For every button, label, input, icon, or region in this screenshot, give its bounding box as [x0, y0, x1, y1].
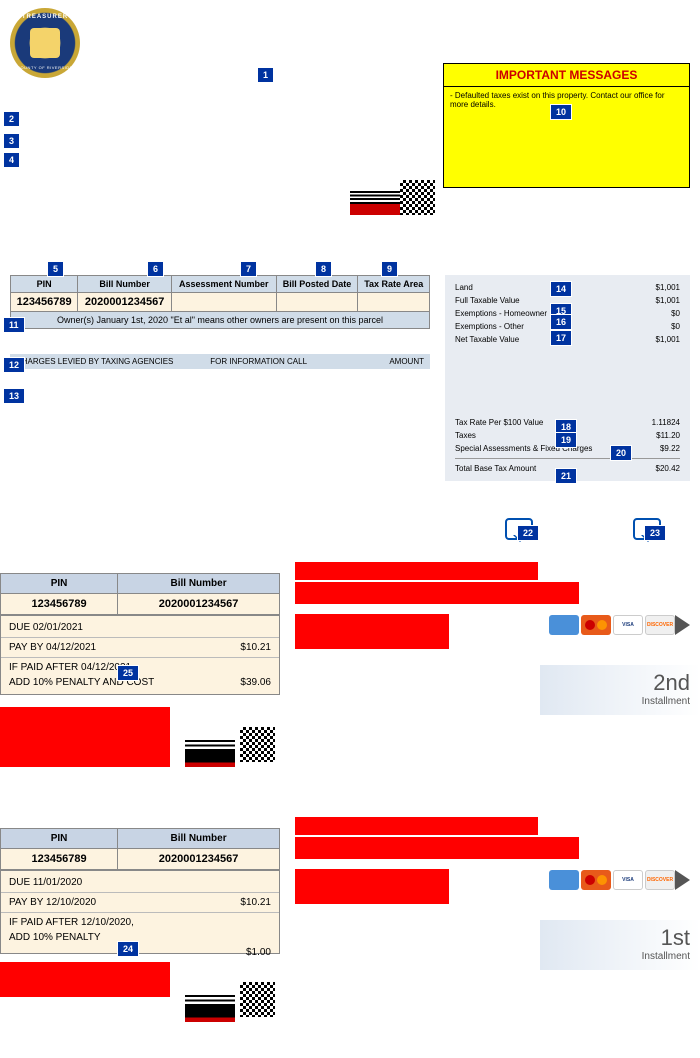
stub-penalty-2: ADD 10% PENALTY — [9, 932, 101, 943]
qr-code — [400, 180, 435, 215]
installment-number: 1st — [642, 925, 690, 951]
stub-payby: PAY BY 12/10/2020 — [9, 897, 96, 908]
detach-note — [0, 815, 280, 824]
callout-badge-5: 5 — [47, 261, 64, 277]
barcode-strip — [185, 977, 235, 1022]
callout-badge-23: 23 — [644, 525, 666, 541]
col-assess: Assessment Number — [171, 276, 276, 293]
val-assess — [171, 293, 276, 312]
callout-badge-8: 8 — [315, 261, 332, 277]
callout-badge-7: 7 — [240, 261, 257, 277]
callout-badge-22: 22 — [517, 525, 539, 541]
callout-badge-11: 11 — [3, 317, 25, 333]
card-visa-icon: VISA — [613, 870, 643, 890]
callout-badge-13: 13 — [3, 388, 25, 404]
stub-detail: DUE 02/01/2021 PAY BY 04/12/2021 $10.21 I… — [0, 615, 280, 695]
stub-payby: PAY BY 04/12/2021 — [9, 642, 96, 653]
card-discover-icon: DISCOVER — [645, 870, 675, 890]
important-messages-title: IMPORTANT MESSAGES — [444, 64, 689, 87]
installment-number: 2nd — [642, 670, 690, 696]
val-posted — [276, 293, 358, 312]
stub-pin: 123456789 — [1, 849, 118, 870]
stub-table: PINBill Number 1234567892020001234567 — [0, 573, 280, 615]
stub-penalty-1: IF PAID AFTER 04/12/2021, — [9, 660, 271, 675]
val-bill: 2020001234567 — [78, 293, 172, 312]
callout-badge-9: 9 — [381, 261, 398, 277]
callout-badge-17: 17 — [550, 330, 572, 346]
val-tra — [358, 293, 430, 312]
callout-badge-20: 20 — [610, 445, 632, 461]
callout-badge-10: 10 — [550, 104, 572, 120]
callout-badge-2: 2 — [3, 111, 20, 127]
callout-badge-3: 3 — [3, 133, 20, 149]
important-messages-box: IMPORTANT MESSAGES - Defaulted taxes exi… — [443, 63, 690, 188]
important-messages-body: - Defaulted taxes exist on this property… — [444, 87, 689, 187]
callout-badge-24: 24 — [117, 941, 139, 957]
payment-cards: VISA DISCOVER — [549, 615, 700, 635]
installment-stub-2: PINBill Number 1234567892020001234567 DU… — [0, 560, 700, 695]
col-posted: Bill Posted Date — [276, 276, 358, 293]
val-pin: 123456789 — [11, 293, 78, 312]
owner-row: Owner(s) January 1st, 2020 "Et al" means… — [11, 312, 430, 329]
stub-pin-label: PIN — [1, 574, 118, 594]
installment-label: Installment — [642, 696, 690, 707]
callout-badge-4: 4 — [3, 152, 20, 168]
red-overlay — [0, 962, 170, 997]
card-discover-icon: DISCOVER — [645, 615, 675, 635]
stub-detail: DUE 11/01/2020 PAY BY 12/10/2020 $10.21 I… — [0, 870, 280, 954]
callout-badge-6: 6 — [147, 261, 164, 277]
stub-table: PINBill Number 1234567892020001234567 — [0, 828, 280, 870]
stub-penalty-amt: $1.00 — [246, 947, 271, 958]
callout-badge-16: 16 — [550, 314, 572, 330]
charges-col1: CHARGES LEVIED BY TAXING AGENCIES — [16, 357, 210, 366]
barcode-strip — [185, 722, 235, 767]
callout-badge-21: 21 — [555, 468, 577, 484]
card-mastercard-icon — [581, 615, 611, 635]
stub-pin-label: PIN — [1, 829, 118, 849]
qr-code — [240, 727, 275, 762]
col-tra: Tax Rate Area — [358, 276, 430, 293]
card-amex-icon — [549, 615, 579, 635]
stub-pin: 123456789 — [1, 594, 118, 615]
stub-bill: 2020001234567 — [118, 594, 280, 615]
card-visa-icon: VISA — [613, 615, 643, 635]
callout-badge-12: 12 — [3, 357, 25, 373]
charges-col2: FOR INFORMATION CALL — [210, 357, 356, 366]
callout-badge-19: 19 — [555, 432, 577, 448]
payment-cards: VISA DISCOVER — [549, 870, 700, 890]
card-mastercard-icon — [581, 870, 611, 890]
stub-due: DUE 11/01/2020 — [9, 875, 271, 890]
callout-badge-25: 25 — [117, 665, 139, 681]
callout-badge-14: 14 — [550, 281, 572, 297]
installment-stub-1: PINBill Number 1234567892020001234567 DU… — [0, 815, 700, 958]
stub-payby-amt: $10.21 — [240, 642, 271, 653]
col-pin: PIN — [11, 276, 78, 293]
callout-badge-1: 1 — [257, 67, 274, 83]
installment-label: Installment — [642, 951, 690, 962]
arrow-icon — [675, 615, 700, 635]
red-overlay — [0, 707, 170, 767]
charges-col3: AMOUNT — [356, 357, 424, 366]
stub-due: DUE 02/01/2021 — [9, 620, 271, 635]
bill-info-table: PIN Bill Number Assessment Number Bill P… — [10, 275, 430, 329]
qr-code — [240, 982, 275, 1017]
charges-header: CHARGES LEVIED BY TAXING AGENCIES FOR IN… — [10, 354, 430, 369]
assessment-title — [443, 256, 690, 268]
header-region: IMPORTANT MESSAGES - Defaulted taxes exi… — [0, 0, 700, 240]
stub-payby-amt: $10.21 — [240, 897, 271, 908]
card-amex-icon — [549, 870, 579, 890]
stub-bill-label: Bill Number — [118, 829, 280, 849]
stub-penalty-amt: $39.06 — [240, 677, 271, 688]
detach-note — [0, 560, 280, 569]
arrow-icon — [675, 870, 700, 890]
col-bill: Bill Number — [78, 276, 172, 293]
stub-bill: 2020001234567 — [118, 849, 280, 870]
stub-bill-label: Bill Number — [118, 574, 280, 594]
stub-penalty-1: IF PAID AFTER 12/10/2020, — [9, 915, 271, 930]
